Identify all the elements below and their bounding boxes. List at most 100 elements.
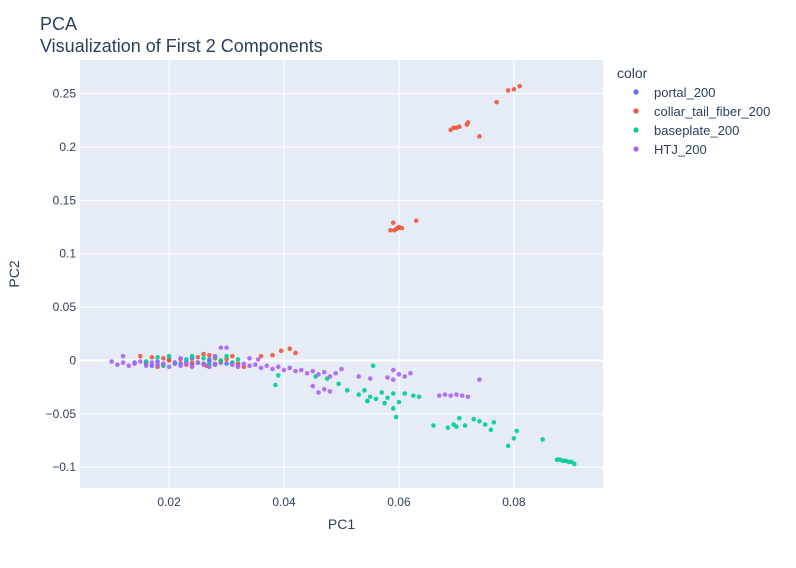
data-point (393, 414, 399, 420)
data-point (264, 363, 270, 369)
data-point (201, 351, 206, 357)
legend-marker (633, 89, 639, 95)
data-point (166, 364, 172, 370)
data-point (195, 360, 201, 365)
data-point (166, 353, 172, 359)
data-point (287, 365, 293, 371)
data-point (390, 367, 396, 373)
data-point (321, 386, 327, 392)
data-point (270, 366, 275, 372)
data-point (224, 361, 229, 366)
y-tick-label: −0.05 (46, 407, 77, 421)
data-point (166, 358, 172, 363)
data-point (310, 383, 316, 389)
data-point (241, 361, 247, 366)
legend-label: HTJ_200 (654, 142, 707, 157)
data-point (356, 374, 362, 379)
data-point (370, 363, 376, 369)
y-tick-label: 0.2 (59, 140, 76, 154)
y-tick-label: 0.15 (53, 193, 77, 207)
data-point (298, 367, 304, 373)
data-point (224, 353, 229, 359)
data-point (451, 422, 456, 427)
data-point (218, 358, 224, 363)
data-point (488, 427, 494, 433)
data-point (149, 354, 155, 360)
data-point (293, 368, 298, 374)
data-point (126, 363, 132, 369)
data-point (362, 388, 367, 393)
data-point (462, 423, 468, 428)
data-point (230, 353, 235, 359)
data-point (247, 363, 252, 369)
data-point (390, 377, 396, 382)
data-point (189, 353, 195, 359)
data-point (402, 391, 408, 396)
data-point (189, 364, 195, 370)
data-point (184, 357, 189, 362)
y-tick-label: 0 (69, 353, 76, 367)
data-point (448, 127, 453, 133)
data-point (436, 393, 442, 398)
data-point (149, 360, 155, 365)
legend-item[interactable]: HTJ_200 (633, 142, 707, 157)
data-point (344, 388, 350, 393)
y-axis-label: PC2 (6, 260, 22, 287)
data-point (138, 359, 143, 364)
data-point (189, 360, 195, 365)
data-point (195, 354, 201, 360)
x-tick-label: 0.02 (157, 495, 181, 509)
data-point (457, 415, 462, 421)
x-tick-label: 0.08 (502, 495, 526, 509)
data-point (454, 392, 459, 397)
data-point (252, 362, 258, 368)
data-point (235, 364, 241, 370)
data-point (554, 457, 560, 463)
data-point (442, 392, 448, 397)
data-point (464, 122, 470, 127)
data-point (477, 377, 482, 382)
data-point (310, 368, 316, 374)
scatter-points (109, 83, 577, 467)
data-point (178, 363, 183, 369)
data-point (339, 366, 344, 372)
data-point (316, 372, 321, 377)
data-point (399, 225, 405, 231)
chart-title: PCA (40, 14, 77, 34)
data-point (482, 422, 488, 427)
data-point (293, 350, 298, 356)
y-tick-label: 0.1 (59, 247, 76, 261)
data-point (321, 369, 327, 375)
data-point (385, 395, 390, 401)
data-point (431, 423, 436, 428)
legend-item[interactable]: baseplate_200 (633, 123, 739, 138)
data-point (207, 357, 212, 362)
x-tick-label: 0.06 (387, 495, 411, 509)
legend-item[interactable]: portal_200 (633, 85, 715, 100)
legend-items: portal_200 collar_tail_fiber_200 baseplate… (633, 85, 770, 157)
data-point (385, 375, 390, 380)
data-point (413, 218, 419, 223)
x-axis-label: PC1 (328, 516, 355, 532)
data-point (224, 345, 229, 350)
legend-item[interactable]: collar_tail_fiber_200 (633, 104, 770, 119)
legend-label: portal_200 (654, 85, 715, 100)
data-point (149, 363, 155, 369)
y-tick-label: 0.05 (53, 300, 77, 314)
data-point (465, 394, 471, 400)
data-point (333, 370, 339, 376)
data-point (218, 345, 224, 350)
data-point (115, 362, 120, 368)
data-point (258, 365, 264, 371)
data-point (155, 362, 160, 368)
x-tick-label: 0.04 (272, 495, 296, 509)
data-point (273, 382, 278, 388)
data-point (514, 428, 520, 434)
data-point (402, 374, 408, 379)
data-point (275, 364, 281, 370)
data-point (494, 99, 499, 105)
data-point (327, 389, 333, 394)
data-point (143, 363, 149, 369)
data-point (471, 416, 476, 422)
data-point (132, 361, 137, 366)
